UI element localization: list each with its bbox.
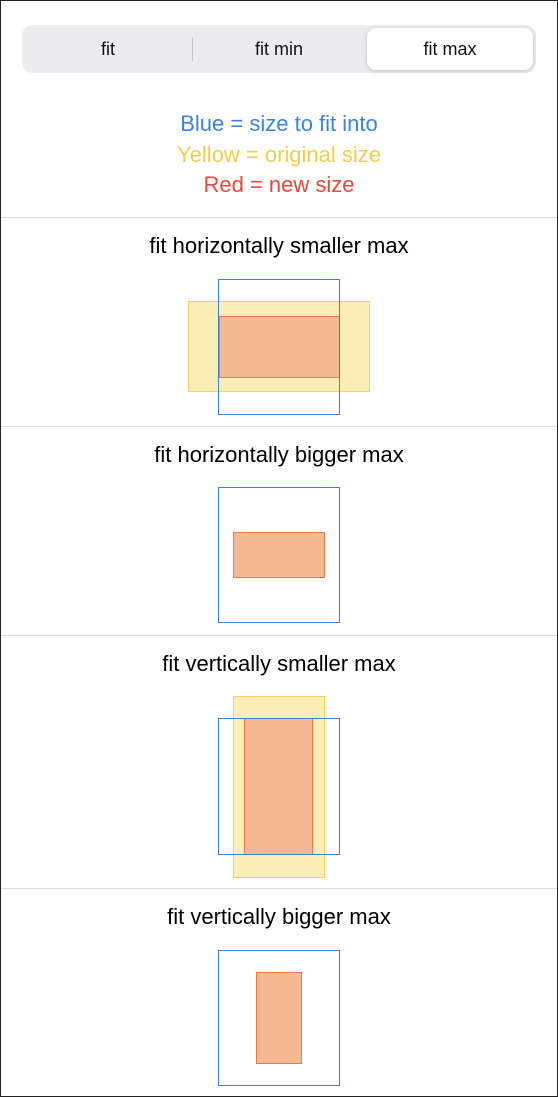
new-size-rect xyxy=(219,316,340,378)
section-title-fit-vertically-smaller-max: fit vertically smaller max xyxy=(162,651,396,676)
section-title-fit-horizontally-smaller-max: fit horizontally smaller max xyxy=(149,233,409,258)
fit-into-rect xyxy=(218,487,340,623)
color-legend: Blue = size to fit into Yellow = origina… xyxy=(1,109,557,201)
legend-blue: Blue = size to fit into xyxy=(180,111,378,136)
segment-divider xyxy=(192,37,193,61)
legend-red: Red = new size xyxy=(203,172,355,197)
segment-fit-min[interactable]: fit min xyxy=(254,38,303,59)
section-divider xyxy=(1,217,557,218)
new-size-rect xyxy=(256,972,302,1064)
fit-mode-segmented-control: fit fit min fit max xyxy=(22,25,536,73)
section-title-fit-horizontally-bigger-max: fit horizontally bigger max xyxy=(154,442,404,467)
section-divider xyxy=(1,426,557,427)
fit-into-rect xyxy=(218,718,340,855)
section-divider xyxy=(1,888,557,889)
fit-into-rect xyxy=(218,279,340,415)
new-size-rect xyxy=(233,532,325,578)
section-title-fit-vertically-bigger-max: fit vertically bigger max xyxy=(167,904,391,929)
legend-yellow: Yellow = original size xyxy=(176,141,382,167)
section-divider xyxy=(1,635,557,636)
segment-fit-max-selected[interactable]: fit max xyxy=(367,28,533,70)
fit-into-rect xyxy=(218,950,340,1086)
segment-fit[interactable]: fit xyxy=(100,38,115,59)
new-size-rect xyxy=(244,718,313,855)
